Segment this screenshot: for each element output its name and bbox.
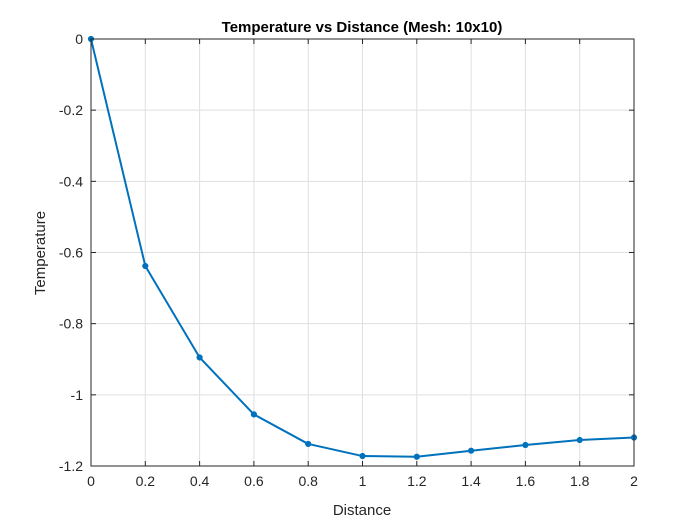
y-tick-label: 0 (75, 31, 83, 47)
data-point (468, 447, 475, 454)
y-tick-label: -0.4 (59, 173, 83, 189)
data-point (142, 262, 149, 270)
x-tick-label: 2 (630, 473, 638, 489)
ticks (90, 38, 635, 467)
y-tick-label: -1.2 (59, 458, 83, 474)
series-layer (87, 35, 638, 460)
chart-title: Temperature vs Distance (Mesh: 10x10) (222, 19, 503, 36)
data-point (305, 440, 312, 448)
y-tick-label: -1 (71, 387, 84, 403)
data-point (359, 452, 366, 460)
y-axis-label: Temperature (32, 211, 49, 295)
x-tick-label: 1.6 (516, 473, 536, 489)
y-tick-labels: 0 -0.2 -0.4 -0.6 -0.8 -1 -1.2 (59, 31, 83, 474)
data-point (413, 453, 420, 460)
data-point (522, 441, 529, 449)
x-tick-label: 1.4 (461, 473, 481, 489)
x-tick-label: 1.2 (407, 473, 427, 489)
y-tick-label: -0.8 (59, 316, 83, 332)
x-tick-label: 0.6 (244, 473, 264, 489)
x-tick-label: 0.4 (190, 473, 210, 489)
x-tick-label: 1.8 (570, 473, 590, 489)
y-tick-label: -0.2 (59, 102, 83, 118)
y-tick-label: -0.6 (59, 245, 83, 261)
data-point (196, 354, 203, 361)
data-point (250, 411, 257, 418)
x-tick-label: 0.8 (298, 473, 318, 489)
x-tick-labels: 0 0.2 0.4 0.6 0.8 1 1.2 1.4 1.6 1.8 2 (87, 473, 638, 489)
x-tick-label: 0 (87, 473, 95, 489)
x-tick-label: 1 (359, 473, 367, 489)
x-axis-label: Distance (333, 502, 391, 519)
x-tick-label: 0.2 (136, 473, 156, 489)
data-point (576, 436, 583, 444)
